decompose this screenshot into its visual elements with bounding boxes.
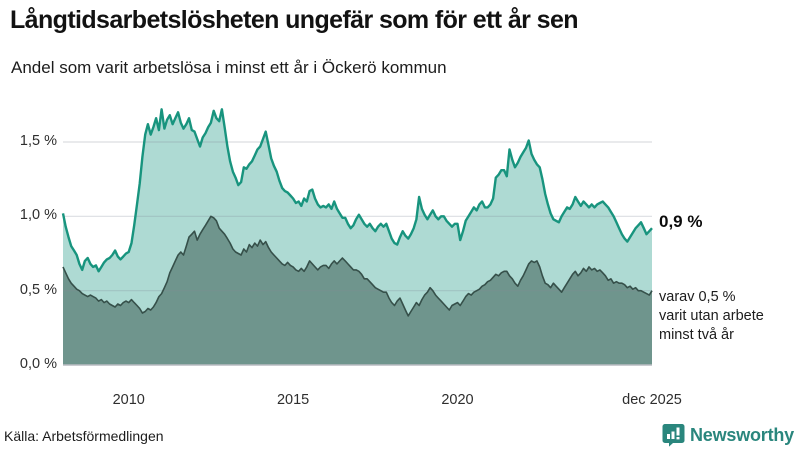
page-subtitle: Andel som varit arbetslösa i minst ett å… (11, 58, 447, 77)
lower-series-area (63, 216, 652, 365)
page-title: Långtidsarbetslösheten ungefär som för e… (10, 6, 579, 34)
x-tick-label: dec 2025 (622, 392, 682, 408)
annotation-line: minst två år (659, 327, 734, 343)
annotation-line: varav 0,5 % (659, 289, 736, 305)
y-tick-label: 1,0 % (19, 207, 57, 224)
lower-series-line (62, 215, 653, 317)
x-tick-label: 2015 (276, 392, 310, 408)
source-note: Källa: Arbetsförmedlingen (4, 428, 164, 444)
latest-value-label: 0,9 % (659, 212, 703, 231)
upper-series-line (61, 108, 653, 273)
x-tick-label: 2020 (441, 392, 474, 408)
x-tick-label: 2010 (112, 392, 145, 408)
newsworthy-bubble-icon (662, 424, 685, 447)
y-tick-label: 0,0 % (19, 356, 57, 372)
series-annotation: varav 0,5 % varit utan arbete minst två … (659, 288, 764, 345)
newsworthy-logo[interactable]: Newsworthy (662, 423, 794, 447)
annotation-line: varit utan arbete (659, 308, 764, 324)
y-tick-label: 1,5 % (19, 133, 57, 149)
y-tick-label: 0,5 % (19, 281, 57, 298)
newsworthy-logo-text: Newsworthy (689, 424, 794, 445)
